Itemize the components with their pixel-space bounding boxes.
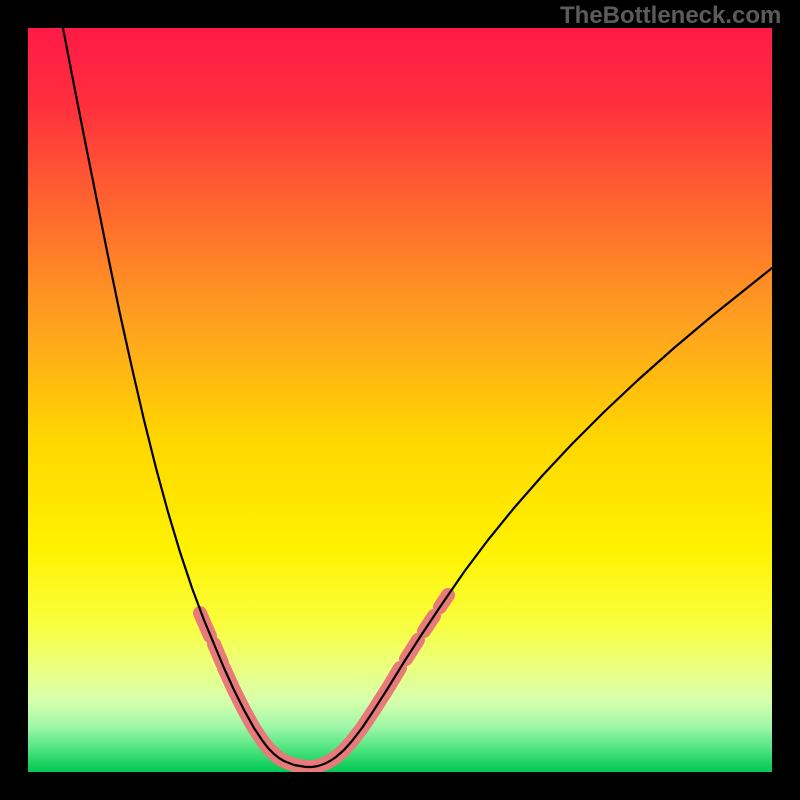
watermark-text: TheBottleneck.com	[560, 2, 781, 30]
bottleneck-curve	[63, 28, 772, 767]
marker-segments	[200, 595, 448, 767]
curve-layer	[28, 28, 772, 772]
chart-frame	[28, 28, 772, 772]
plot-area	[28, 28, 772, 772]
marker-left-descent	[224, 668, 400, 767]
